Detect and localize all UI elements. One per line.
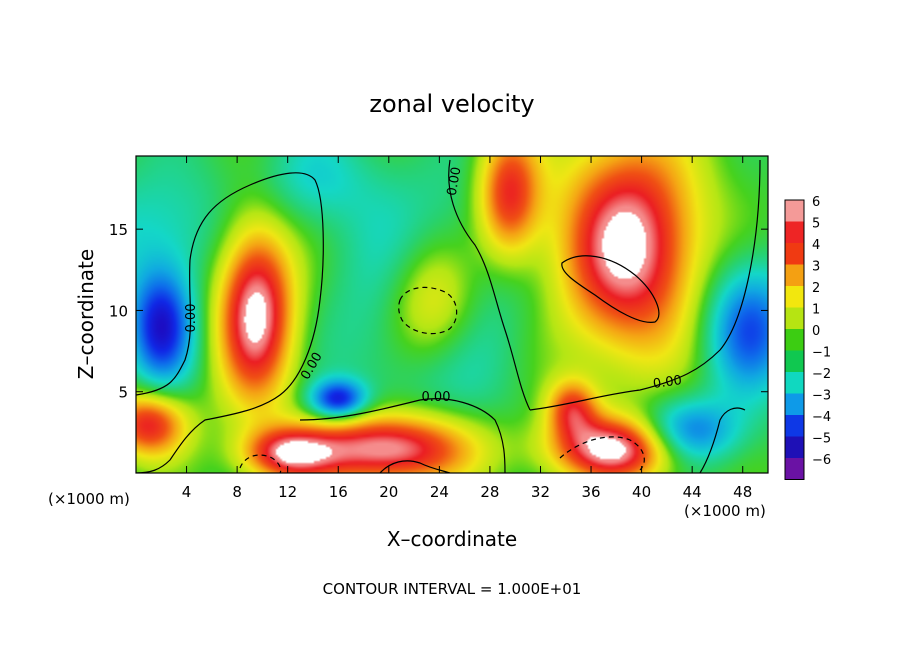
colorbar-label: 5 xyxy=(812,217,820,232)
zero-contour-center xyxy=(299,398,506,473)
x-tick-label: 4 xyxy=(182,483,192,501)
x-tick-label: 24 xyxy=(430,483,449,501)
colorbar-swatch xyxy=(785,458,804,480)
colorbar-swatch xyxy=(785,221,804,243)
colorbar-swatch xyxy=(785,415,804,437)
contour-label-center: 0.00 xyxy=(422,390,451,405)
zero-contour-right xyxy=(529,159,761,411)
negative-contour-loop-right xyxy=(561,255,660,323)
x-tick-label: 36 xyxy=(581,483,600,501)
plot-area: 0.00 0.00 0.00 0.00 0.00 4 8 12 16 20 24 28 32 3… xyxy=(109,155,769,501)
y-axis-ticks: 5 10 15 xyxy=(109,221,768,402)
colorbar-label: 2 xyxy=(812,281,820,296)
colorbar-swatch xyxy=(785,350,804,372)
contour-label-right: 0.00 xyxy=(652,373,683,392)
x-tick-label: 16 xyxy=(329,483,348,501)
colorbar-swatch xyxy=(785,200,804,222)
contour-interval-footer: CONTOUR INTERVAL = 1.000E+01 xyxy=(323,580,582,598)
x-axis-label: X–coordinate xyxy=(387,527,517,551)
colorbar-frame xyxy=(784,199,805,480)
colorbar-swatch xyxy=(785,286,804,308)
chart-title: zonal velocity xyxy=(369,90,534,118)
colorbar-swatch xyxy=(785,372,804,394)
negative-contour-dashed-bottom-left xyxy=(239,454,282,473)
zero-contour-left xyxy=(136,172,324,473)
colorbar-label: 3 xyxy=(812,260,820,275)
contour-label-left: 0.00 xyxy=(184,304,199,333)
colorbar-label: −5 xyxy=(812,432,831,447)
contour-lines xyxy=(136,159,761,473)
y-tick-label: 5 xyxy=(118,384,128,402)
x-tick-label: 12 xyxy=(278,483,297,501)
colorbar-label: 4 xyxy=(812,238,820,253)
colorbar-swatch xyxy=(785,436,804,458)
colorbar-label: −4 xyxy=(812,410,831,425)
negative-contour-dashed-bottom-right xyxy=(559,436,645,471)
colorbar-label: 1 xyxy=(812,303,820,318)
colorbar-swatch xyxy=(785,329,804,351)
contour-label-top: 0.00 xyxy=(445,166,465,197)
colorbar-label: 0 xyxy=(812,324,820,339)
colorbar-swatch xyxy=(785,393,804,415)
x-unit-left: (×1000 m) xyxy=(48,490,130,508)
colorbar-label: −6 xyxy=(812,453,831,468)
zero-contour-lower-right xyxy=(699,407,746,473)
colorbar-label: −2 xyxy=(812,367,831,382)
x-tick-label: 20 xyxy=(379,483,398,501)
colorbar-label: −1 xyxy=(812,346,831,361)
x-unit-right: (×1000 m) xyxy=(684,502,766,520)
y-tick-label: 15 xyxy=(109,221,128,239)
colorbar-swatch xyxy=(785,264,804,286)
colorbar-label: −3 xyxy=(812,389,831,404)
zero-contour-bottom xyxy=(379,460,451,473)
x-tick-label: 28 xyxy=(480,483,499,501)
x-tick-label: 8 xyxy=(232,483,242,501)
y-tick-label: 10 xyxy=(109,302,128,320)
x-tick-label: 40 xyxy=(632,483,651,501)
colorbar-swatch xyxy=(785,243,804,265)
zero-contour-upper xyxy=(448,159,531,411)
x-tick-label: 48 xyxy=(733,483,752,501)
colorbar-label: 6 xyxy=(812,195,820,210)
colorbar-swatch xyxy=(785,307,804,329)
velocity-field xyxy=(136,156,768,473)
x-tick-label: 44 xyxy=(683,483,702,501)
x-tick-label: 32 xyxy=(531,483,550,501)
colorbar: 6 5 4 3 2 1 0 −1 −2 −3 −4 −5 −6 xyxy=(784,195,831,480)
y-axis-label: Z–coordinate xyxy=(74,249,98,379)
x-axis-ticks: 4 8 12 16 20 24 28 32 36 40 44 48 xyxy=(182,156,752,501)
plot-frame xyxy=(135,155,769,474)
